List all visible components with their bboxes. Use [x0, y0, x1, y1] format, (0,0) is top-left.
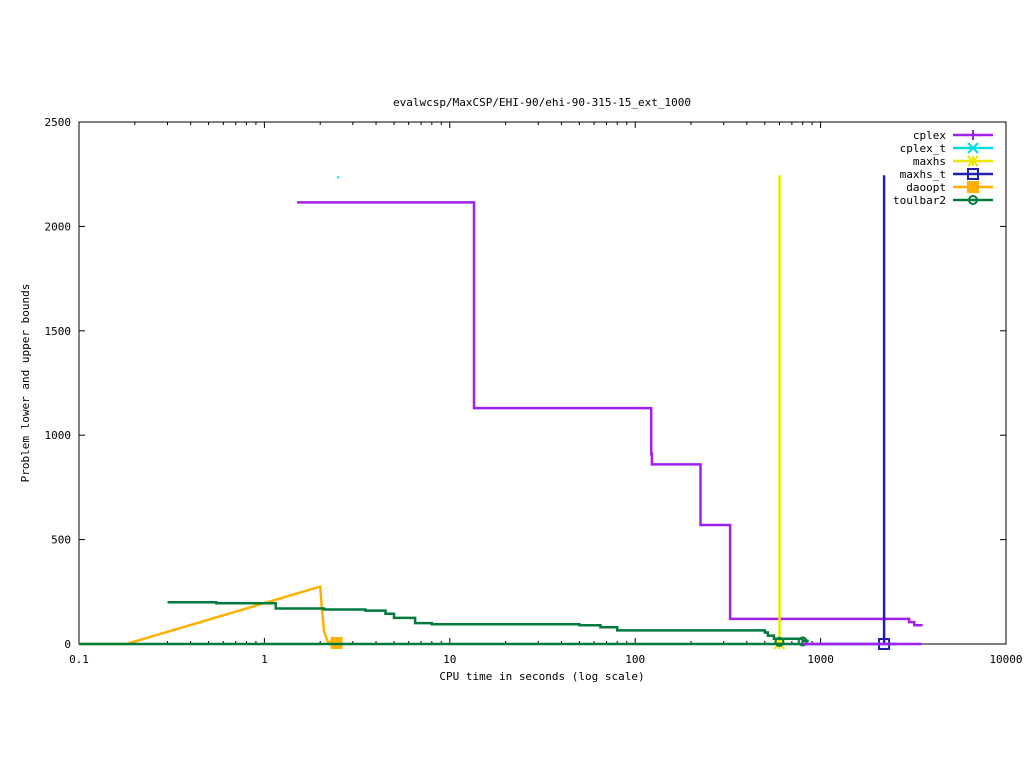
y-tick-label: 2000: [45, 220, 72, 233]
x-tick-label: 0.1: [69, 653, 89, 666]
x-tick-label: 100: [625, 653, 645, 666]
legend-marker: [967, 155, 979, 167]
y-tick-label: 500: [51, 534, 71, 547]
y-tick-label: 1000: [45, 429, 72, 442]
y-tick-label: 0: [64, 638, 71, 651]
legend-label: toulbar2: [893, 194, 946, 207]
series-maxhs: [773, 175, 786, 650]
legend-label: daoopt: [906, 181, 946, 194]
axis-ticks: 0.1 1 10 100 1000 10000 0 500 1000 1500 2000 2500: [45, 116, 1023, 666]
legend-label: maxhs_t: [900, 168, 946, 181]
legend-marker: [967, 142, 979, 154]
series-maxhs_t: [878, 175, 891, 650]
series-marker: [774, 636, 785, 647]
x-tick-label: 10: [443, 653, 456, 666]
legend-label: cplex: [913, 129, 946, 142]
series-cplex_t: [337, 176, 340, 179]
legend-marker: [967, 181, 979, 193]
x-tick-label: 1: [261, 653, 268, 666]
legend-label: maxhs: [913, 155, 946, 168]
series-toulbar2: [167, 600, 809, 647]
data-point: [337, 176, 340, 179]
legend-marker: [968, 195, 978, 205]
x-tick-label: 1000: [807, 653, 834, 666]
series-line: [297, 201, 923, 627]
series-marker: [797, 636, 808, 647]
y-tick-label: 1500: [45, 325, 72, 338]
series-line: [79, 584, 337, 646]
x-axis-label: CPU time in seconds (log scale): [439, 670, 644, 683]
series-layer: [79, 175, 923, 650]
y-tick-label: 2500: [45, 116, 72, 129]
series-cplex: [297, 201, 923, 627]
chart-title: evalwcsp/MaxCSP/EHI-90/ehi-90-315-15_ext…: [393, 96, 691, 109]
plot-frame: [78, 121, 1007, 645]
series-daoopt: [79, 584, 343, 649]
legend-marker: [967, 168, 979, 180]
x-tick-label: 10000: [989, 653, 1022, 666]
y-axis-label: Problem lower and upper bounds: [19, 284, 32, 483]
series-line: [167, 600, 809, 643]
legend-marker: [968, 130, 978, 140]
legend-label: cplex_t: [900, 142, 946, 155]
